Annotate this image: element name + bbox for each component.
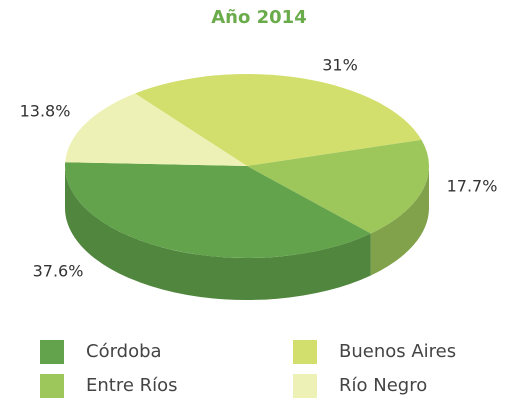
chart-title: Año 2014: [211, 7, 306, 28]
legend-label: Buenos Aires: [339, 341, 456, 362]
slice: [65, 93, 247, 166]
legend-swatch: [40, 340, 64, 364]
data-label: 17.7%: [447, 177, 498, 196]
legend-swatch: [293, 340, 317, 364]
legend-label: Entre Ríos: [86, 375, 178, 396]
legend-label: Córdoba: [86, 341, 162, 362]
legend-swatch: [40, 374, 64, 398]
slice: [247, 139, 429, 234]
data-label: 13.8%: [20, 102, 71, 121]
legend-label: Río Negro: [339, 375, 427, 396]
slice-side: [370, 166, 429, 276]
slice: [64, 162, 371, 258]
data-label: 31%: [322, 56, 358, 75]
data-label: 37.6%: [33, 262, 84, 281]
slice-side: [65, 166, 371, 301]
slice: [134, 74, 422, 166]
legend-swatch: [293, 374, 317, 398]
